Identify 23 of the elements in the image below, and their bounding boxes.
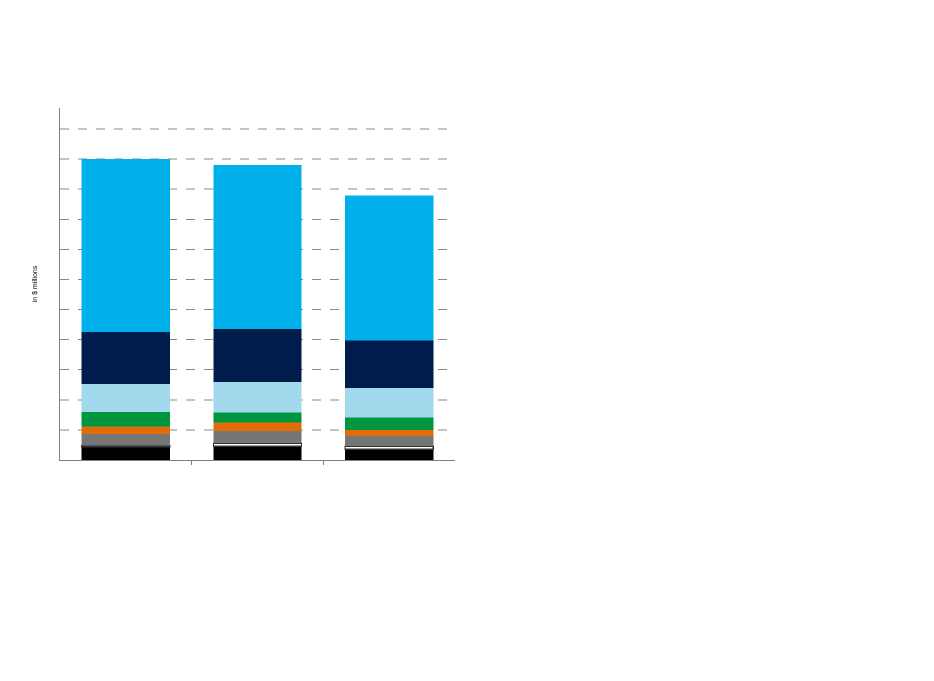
bar xyxy=(213,382,302,412)
bar xyxy=(82,426,170,434)
bar xyxy=(213,329,302,382)
bar xyxy=(82,446,170,460)
bar xyxy=(213,164,302,330)
bar xyxy=(213,430,302,444)
bar xyxy=(82,332,170,384)
bar xyxy=(345,388,434,418)
bar xyxy=(345,430,434,436)
bar xyxy=(213,422,302,431)
bar xyxy=(344,446,434,450)
bar xyxy=(212,442,302,447)
bar xyxy=(345,449,434,460)
bar xyxy=(82,159,170,332)
bar xyxy=(345,196,434,341)
bar xyxy=(82,412,170,426)
bar xyxy=(213,446,302,460)
bar xyxy=(213,412,302,423)
bar xyxy=(345,340,434,388)
bar xyxy=(345,436,434,446)
bar xyxy=(82,384,170,412)
bar xyxy=(82,434,170,446)
bar xyxy=(345,418,434,430)
